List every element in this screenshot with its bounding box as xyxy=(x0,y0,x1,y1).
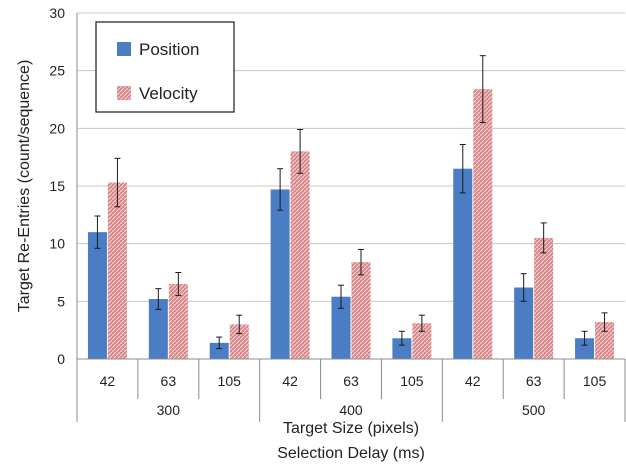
y-tick-label-25: 25 xyxy=(49,63,65,79)
bar-position-500-105 xyxy=(575,338,595,359)
bar-velocity-500-42 xyxy=(473,89,493,360)
x-group-label-300: 300 xyxy=(157,402,181,418)
bar-position-400-105 xyxy=(392,338,412,359)
bar-position-300-42 xyxy=(87,232,107,359)
bars xyxy=(87,89,615,360)
x-tick-label-300-42: 42 xyxy=(100,373,116,389)
x-tick-label-500-105: 105 xyxy=(583,373,607,389)
x-group-label-500: 500 xyxy=(522,402,546,418)
y-axis-title: Target Re-Entries (count/sequence) xyxy=(16,60,33,313)
bar-position-500-63 xyxy=(514,287,534,359)
x-tick-label-400-42: 42 xyxy=(282,373,298,389)
x-tick-label-400-105: 105 xyxy=(400,373,424,389)
bar-position-400-63 xyxy=(331,296,351,359)
legend-label-velocity: Velocity xyxy=(139,84,198,103)
legend: Position Velocity xyxy=(95,21,235,113)
x-axis-title-selection-delay: Selection Delay (ms) xyxy=(277,445,425,462)
bar-velocity-400-105 xyxy=(412,323,432,359)
error-bars xyxy=(94,55,608,350)
y-tick-label-0: 0 xyxy=(57,351,65,367)
bar-position-300-105 xyxy=(209,342,229,359)
bar-position-500-42 xyxy=(453,168,473,359)
y-tick-label-5: 5 xyxy=(57,293,65,309)
bar-velocity-400-63 xyxy=(351,262,371,359)
legend-swatch-position xyxy=(117,42,131,56)
bar-velocity-400-42 xyxy=(290,151,310,359)
legend-swatch-velocity xyxy=(117,86,131,100)
x-axis: 42 63 105 42 63 105 42 63 105 300 400 500 xyxy=(76,358,626,422)
x-axis-title-target-size: Target Size (pixels) xyxy=(283,420,419,437)
legend-label-position: Position xyxy=(139,40,199,59)
x-tick-label-300-105: 105 xyxy=(218,373,242,389)
bar-position-300-63 xyxy=(148,299,168,359)
x-tick-label-500-42: 42 xyxy=(465,373,481,389)
x-tick-label-300-63: 63 xyxy=(161,373,177,389)
y-tick-label-30: 30 xyxy=(49,5,65,21)
bar-velocity-300-63 xyxy=(168,284,188,359)
x-tick-label-500-63: 63 xyxy=(526,373,542,389)
bar-velocity-500-105 xyxy=(595,322,615,359)
x-tick-label-400-63: 63 xyxy=(343,373,359,389)
y-tick-label-20: 20 xyxy=(49,120,65,136)
bar-velocity-300-42 xyxy=(107,182,127,359)
y-tick-label-15: 15 xyxy=(49,178,65,194)
y-axis: 0 5 10 15 20 25 30 xyxy=(49,5,78,367)
bar-velocity-500-63 xyxy=(534,237,554,359)
bar-velocity-300-105 xyxy=(229,324,249,359)
y-tick-label-10: 10 xyxy=(49,236,65,252)
bar-position-400-42 xyxy=(270,189,290,359)
x-group-label-400: 400 xyxy=(339,402,363,418)
